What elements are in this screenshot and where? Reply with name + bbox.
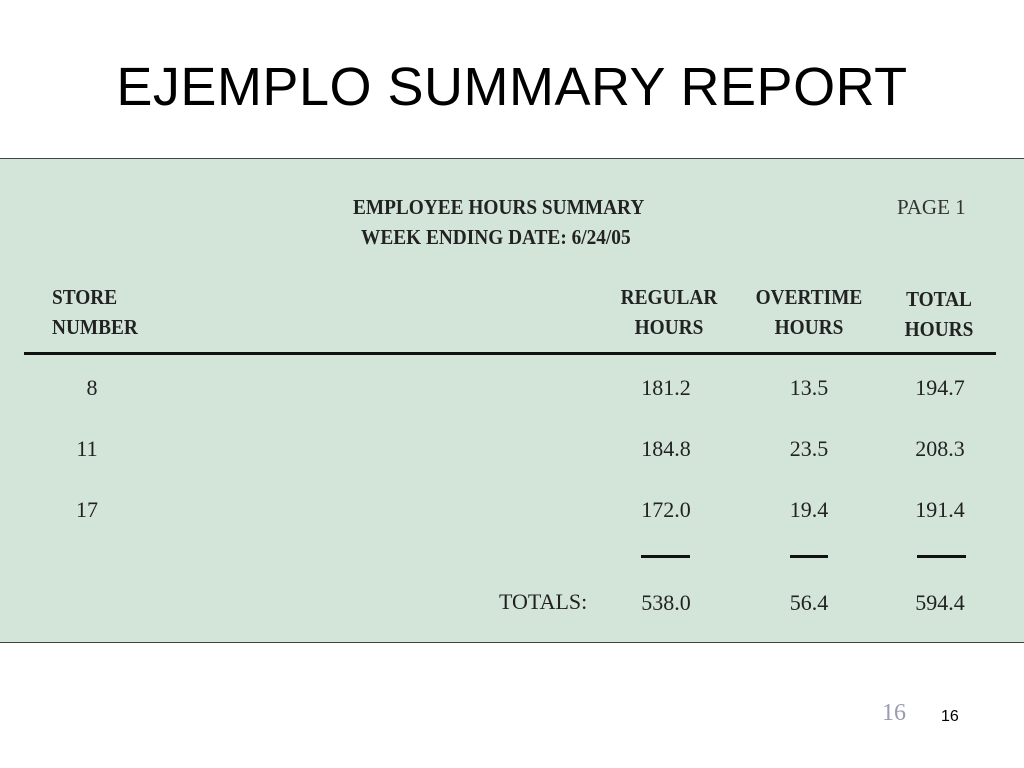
page-label: PAGE 1 <box>897 195 966 219</box>
table-cell-store: 8 <box>86 375 98 400</box>
column-header-line: HOURS <box>634 315 704 339</box>
table-cell-total: 208.3 <box>915 436 965 461</box>
sum-rule-overtime <box>790 555 828 558</box>
slide-title: EJEMPLO SUMMARY REPORT <box>116 57 908 117</box>
column-header-regular-hours: REGULAR HOURS <box>615 282 724 342</box>
column-header-line: STORE <box>52 285 118 309</box>
report-panel: EMPLOYEE HOURS SUMMARY WEEK ENDING DATE:… <box>0 158 1024 643</box>
column-header-store: STORE NUMBER <box>52 282 138 342</box>
table-cell-total: 194.7 <box>915 375 965 400</box>
table-cell-overtime: 23.5 <box>789 436 829 461</box>
report-week-ending: WEEK ENDING DATE: 6/24/05 <box>361 225 631 249</box>
column-header-overtime-hours: OVERTIME HOURS <box>752 282 866 342</box>
column-header-line: OVERTIME <box>755 285 863 309</box>
table-cell-regular: 184.8 <box>641 436 691 461</box>
table-cell-total: 191.4 <box>915 497 965 522</box>
column-header-line: TOTAL <box>906 287 972 311</box>
faded-page-number: 16 <box>882 700 906 726</box>
header-divider <box>24 352 996 355</box>
table-cell-regular: 172.0 <box>641 497 691 522</box>
column-header-total-hours: TOTAL HOURS <box>900 284 977 344</box>
table-cell-store: 11 <box>76 436 98 461</box>
column-header-line: HOURS <box>904 317 974 341</box>
totals-overtime: 56.4 <box>789 590 829 615</box>
totals-label: TOTALS: <box>499 589 588 614</box>
sum-rule-total <box>917 555 966 558</box>
slide-number: 16 <box>941 708 959 725</box>
column-header-line: HOURS <box>774 315 844 339</box>
totals-total: 594.4 <box>915 590 965 615</box>
totals-regular: 538.0 <box>641 590 691 615</box>
report-heading: EMPLOYEE HOURS SUMMARY <box>353 195 645 219</box>
column-header-line: NUMBER <box>52 315 138 339</box>
table-cell-regular: 181.2 <box>641 375 691 400</box>
table-cell-store: 17 <box>76 497 98 522</box>
column-header-line: REGULAR <box>620 285 718 309</box>
table-cell-overtime: 19.4 <box>789 497 829 522</box>
table-cell-overtime: 13.5 <box>789 375 829 400</box>
sum-rule-regular <box>641 555 690 558</box>
